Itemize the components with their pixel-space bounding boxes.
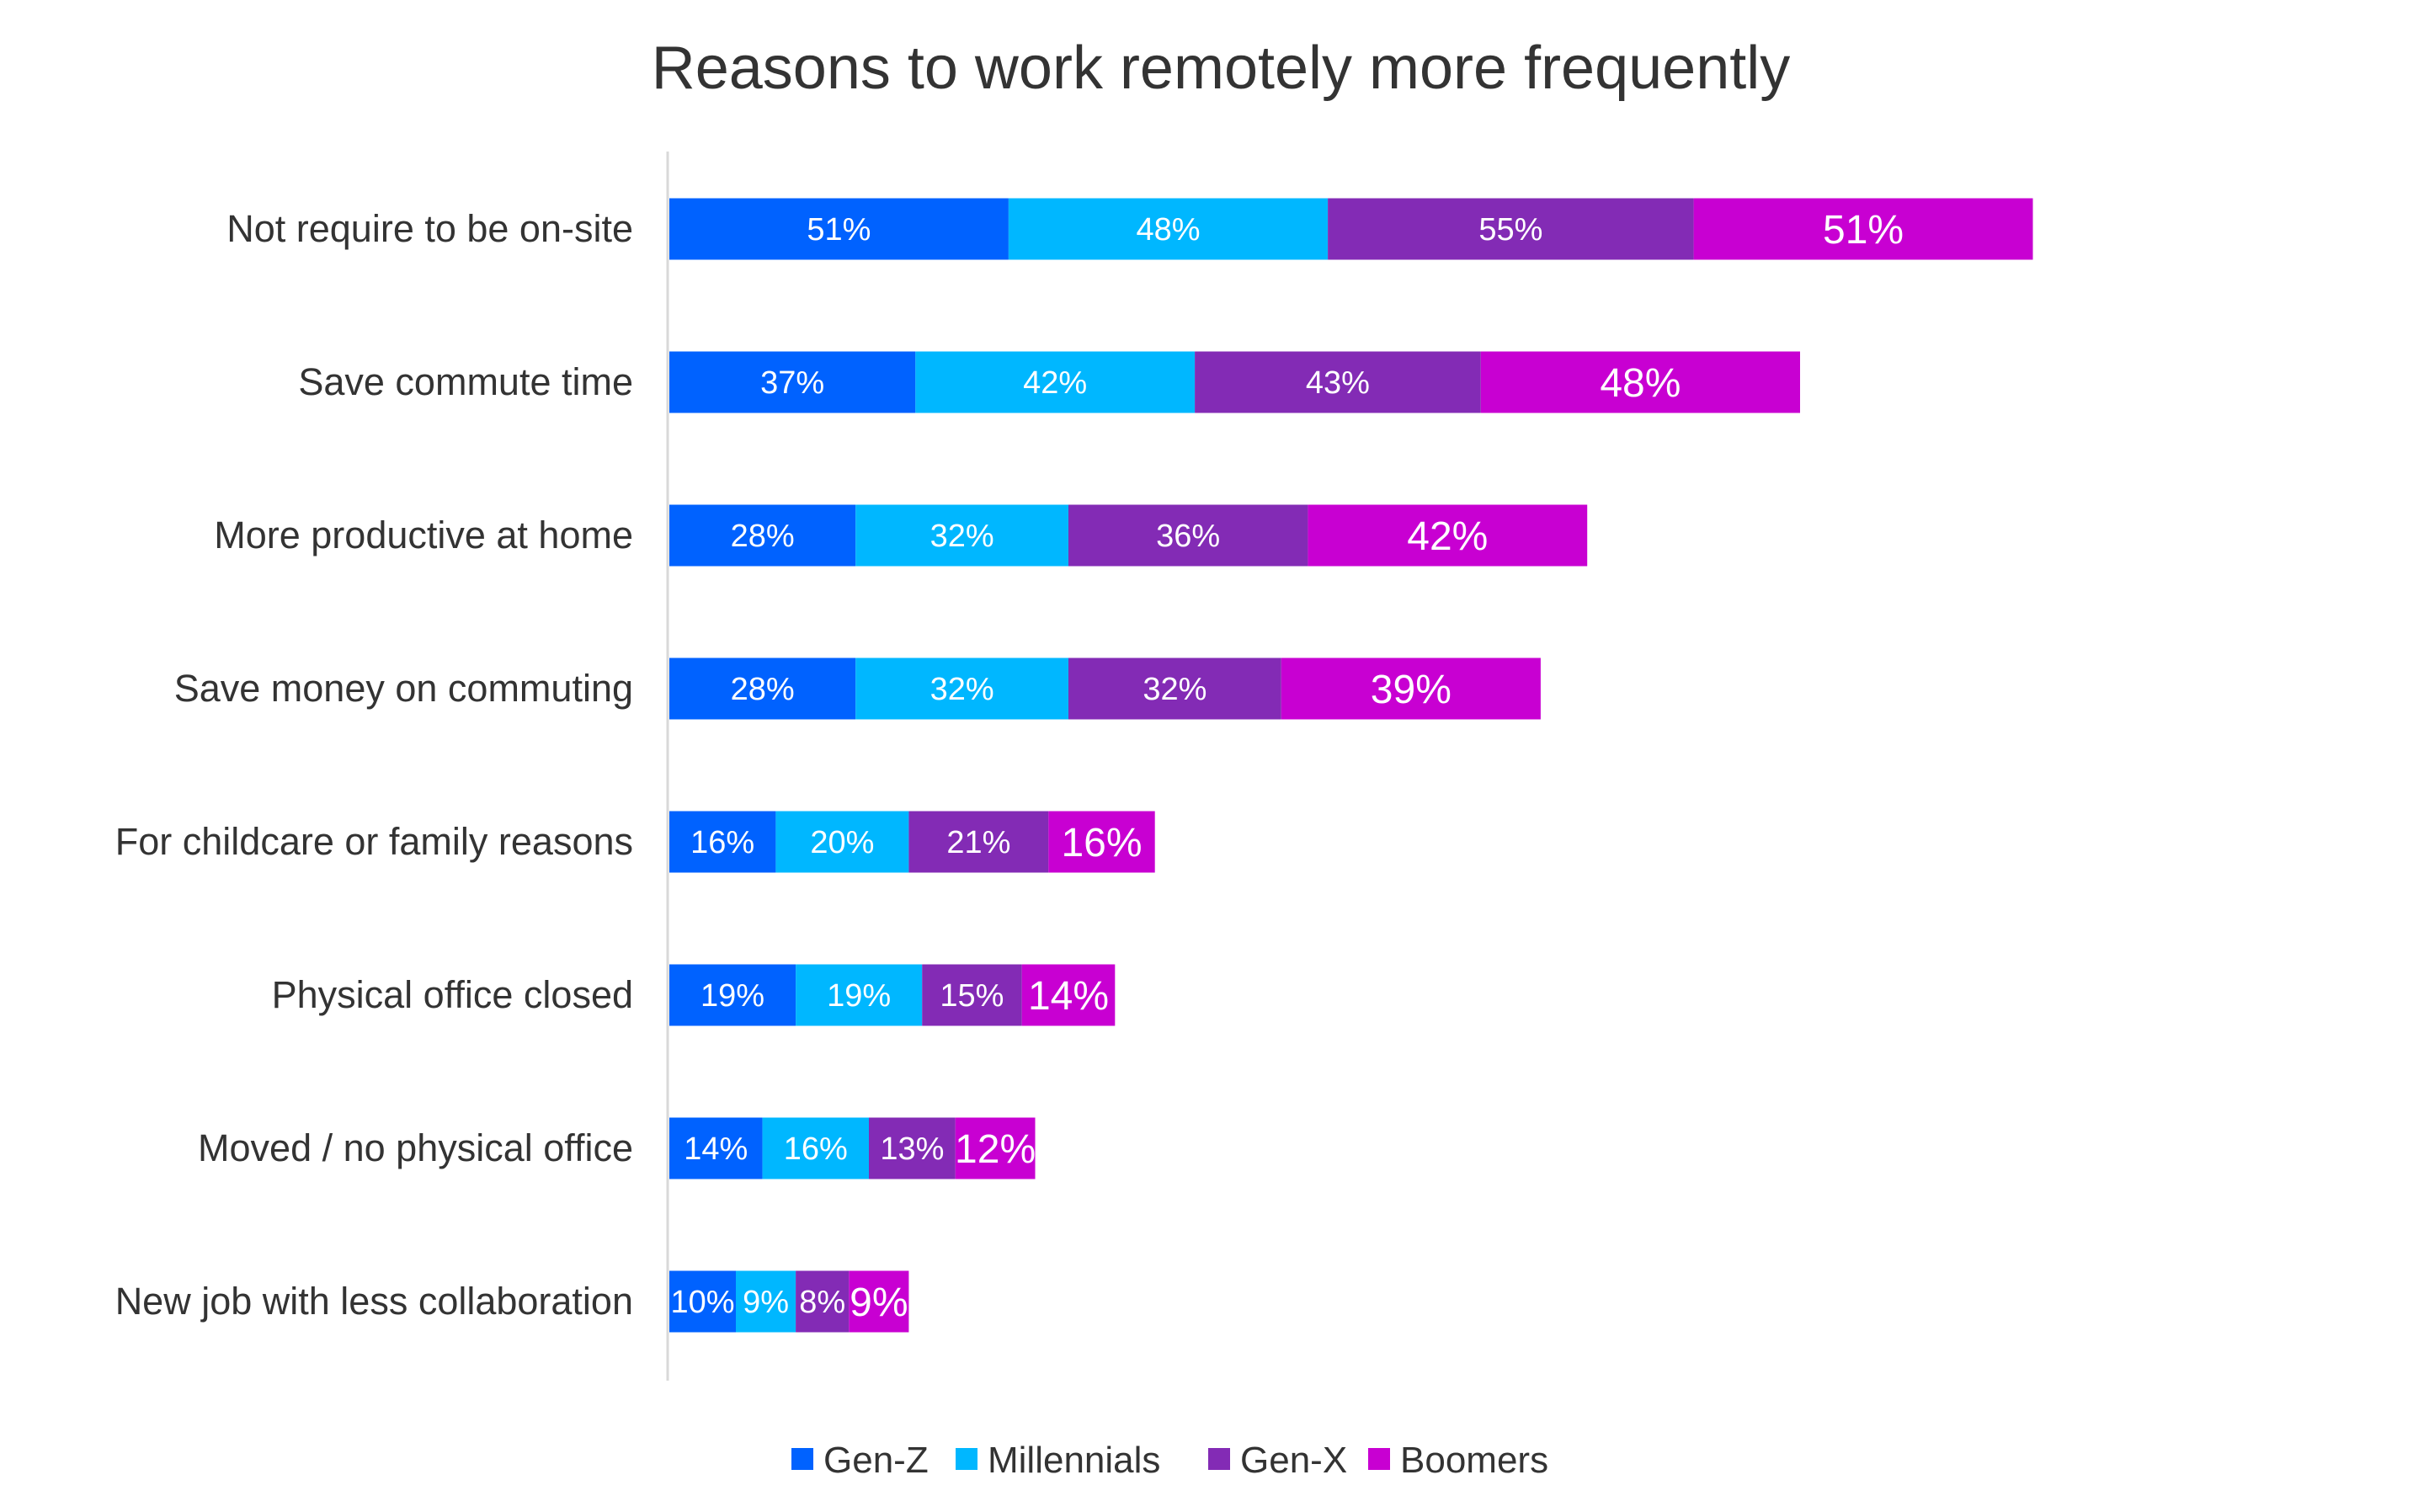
legend-label: Boomers	[1400, 1440, 1548, 1481]
data-label: 32%	[1143, 672, 1207, 707]
data-label: 42%	[1407, 514, 1488, 559]
data-label: 48%	[1600, 361, 1681, 406]
data-label: 13%	[880, 1131, 944, 1167]
bar-segment-millennials	[796, 964, 923, 1026]
bar-row: For childcare or family reasons 16% 20% 21%…	[115, 811, 1155, 873]
data-label: 19%	[827, 978, 891, 1014]
data-label: 14%	[684, 1131, 748, 1167]
bar-segment-boomers	[955, 1117, 1036, 1179]
bar-segment-millennials	[1008, 198, 1329, 260]
data-label: 19%	[700, 978, 764, 1014]
bar-segment-millennials	[855, 504, 1068, 567]
bar-segment-boomers	[1048, 811, 1155, 873]
legend-label: Gen-Z	[823, 1440, 929, 1481]
data-label: 16%	[1061, 821, 1142, 865]
category-label: Moved / no physical office	[198, 1126, 633, 1169]
bar-segment-gen-z	[669, 1117, 763, 1179]
data-label: 28%	[731, 672, 795, 707]
data-label: 32%	[930, 672, 994, 707]
data-label: 51%	[1823, 208, 1904, 253]
legend-label: Millennials	[988, 1440, 1160, 1481]
data-label: 12%	[955, 1127, 1036, 1172]
bar-segment-gen-x	[796, 1270, 850, 1333]
bar-segment-gen-z	[669, 198, 1009, 260]
bar-segment-gen-z	[669, 1270, 736, 1333]
bar-segment-boomers	[1693, 198, 2033, 260]
category-label: Save money on commuting	[174, 667, 633, 710]
data-label: 48%	[1136, 212, 1200, 248]
bar-segment-gen-z	[669, 811, 776, 873]
bar-segment-gen-z	[669, 351, 916, 413]
bar-row: Save commute time 37% 42% 43% 48%	[298, 351, 1800, 413]
data-label: 14%	[1028, 974, 1109, 1019]
data-label: 39%	[1371, 668, 1452, 712]
data-label: 55%	[1478, 212, 1542, 248]
bar-row: More productive at home 28% 32% 36% 42%	[214, 504, 1588, 567]
data-label: 37%	[760, 365, 824, 401]
data-label: 10%	[670, 1285, 734, 1320]
bar-segment-gen-z	[669, 964, 796, 1026]
data-label: 36%	[1156, 519, 1220, 554]
legend-swatch	[1208, 1448, 1230, 1470]
legend-swatch	[791, 1448, 813, 1470]
data-label: 32%	[930, 519, 994, 554]
data-label: 9%	[850, 1280, 908, 1325]
category-label: More productive at home	[214, 514, 633, 556]
bar-segment-boomers	[1281, 658, 1541, 720]
bar-segment-millennials	[762, 1117, 869, 1179]
data-label: 21%	[946, 825, 1010, 860]
bar-segment-millennials	[855, 658, 1068, 720]
category-label: Physical office closed	[272, 973, 633, 1016]
category-label: For childcare or family reasons	[115, 820, 633, 863]
data-label: 8%	[799, 1285, 845, 1320]
data-label: 20%	[810, 825, 874, 860]
bar-row: Physical office closed 19% 19% 15% 14%	[272, 964, 1116, 1026]
data-label: 16%	[690, 825, 754, 860]
legend-swatch	[1368, 1448, 1390, 1470]
bar-row: Moved / no physical office 14% 16% 13% 12%	[198, 1117, 1036, 1179]
bar-segment-gen-z	[669, 658, 856, 720]
chart-title: Reasons to work remotely more frequently	[652, 35, 1791, 102]
data-label: 9%	[743, 1285, 789, 1320]
legend-label: Gen-X	[1240, 1440, 1347, 1481]
data-label: 51%	[807, 212, 871, 248]
data-label: 43%	[1306, 365, 1370, 401]
legend-item: Millennials	[956, 1440, 1160, 1481]
bar-segment-gen-x	[1195, 351, 1481, 413]
category-label: New job with less collaboration	[115, 1280, 633, 1323]
bar-row: Save money on commuting 28% 32% 32% 39%	[174, 658, 1541, 720]
legend-item: Gen-X	[1208, 1440, 1347, 1481]
bar-segment-boomers	[1480, 351, 1800, 413]
data-label: 16%	[784, 1131, 848, 1167]
bar-segment-boomers	[849, 1270, 909, 1333]
bar-segment-boomers	[1021, 964, 1116, 1026]
bar-row: New job with less collaboration 10% 9% 8% 9%	[115, 1270, 909, 1333]
bar-segment-millennials	[775, 811, 909, 873]
data-label: 28%	[731, 519, 795, 554]
legend-item: Gen-Z	[791, 1440, 929, 1481]
bar-segment-gen-z	[669, 504, 856, 567]
bar-segment-gen-x	[908, 811, 1049, 873]
data-label: 15%	[940, 978, 1004, 1014]
category-label: Save commute time	[298, 360, 633, 403]
bar-segment-gen-x	[1068, 504, 1308, 567]
bar-segment-gen-x	[1068, 658, 1281, 720]
legend: Gen-Z Millennials Gen-X Boomers	[791, 1440, 1548, 1481]
bar-segment-gen-x	[869, 1117, 956, 1179]
bar-segment-gen-x	[1328, 198, 1694, 260]
bar-segment-millennials	[736, 1270, 796, 1333]
bar-segment-gen-x	[922, 964, 1022, 1026]
bar-segment-millennials	[915, 351, 1196, 413]
bar-segment-boomers	[1308, 504, 1588, 567]
legend-swatch	[956, 1448, 977, 1470]
legend-item: Boomers	[1368, 1440, 1548, 1481]
data-label: 42%	[1023, 365, 1087, 401]
bar-row: Not require to be on-site 51% 48% 55% 51%	[226, 198, 2033, 260]
category-label: Not require to be on-site	[226, 207, 633, 250]
